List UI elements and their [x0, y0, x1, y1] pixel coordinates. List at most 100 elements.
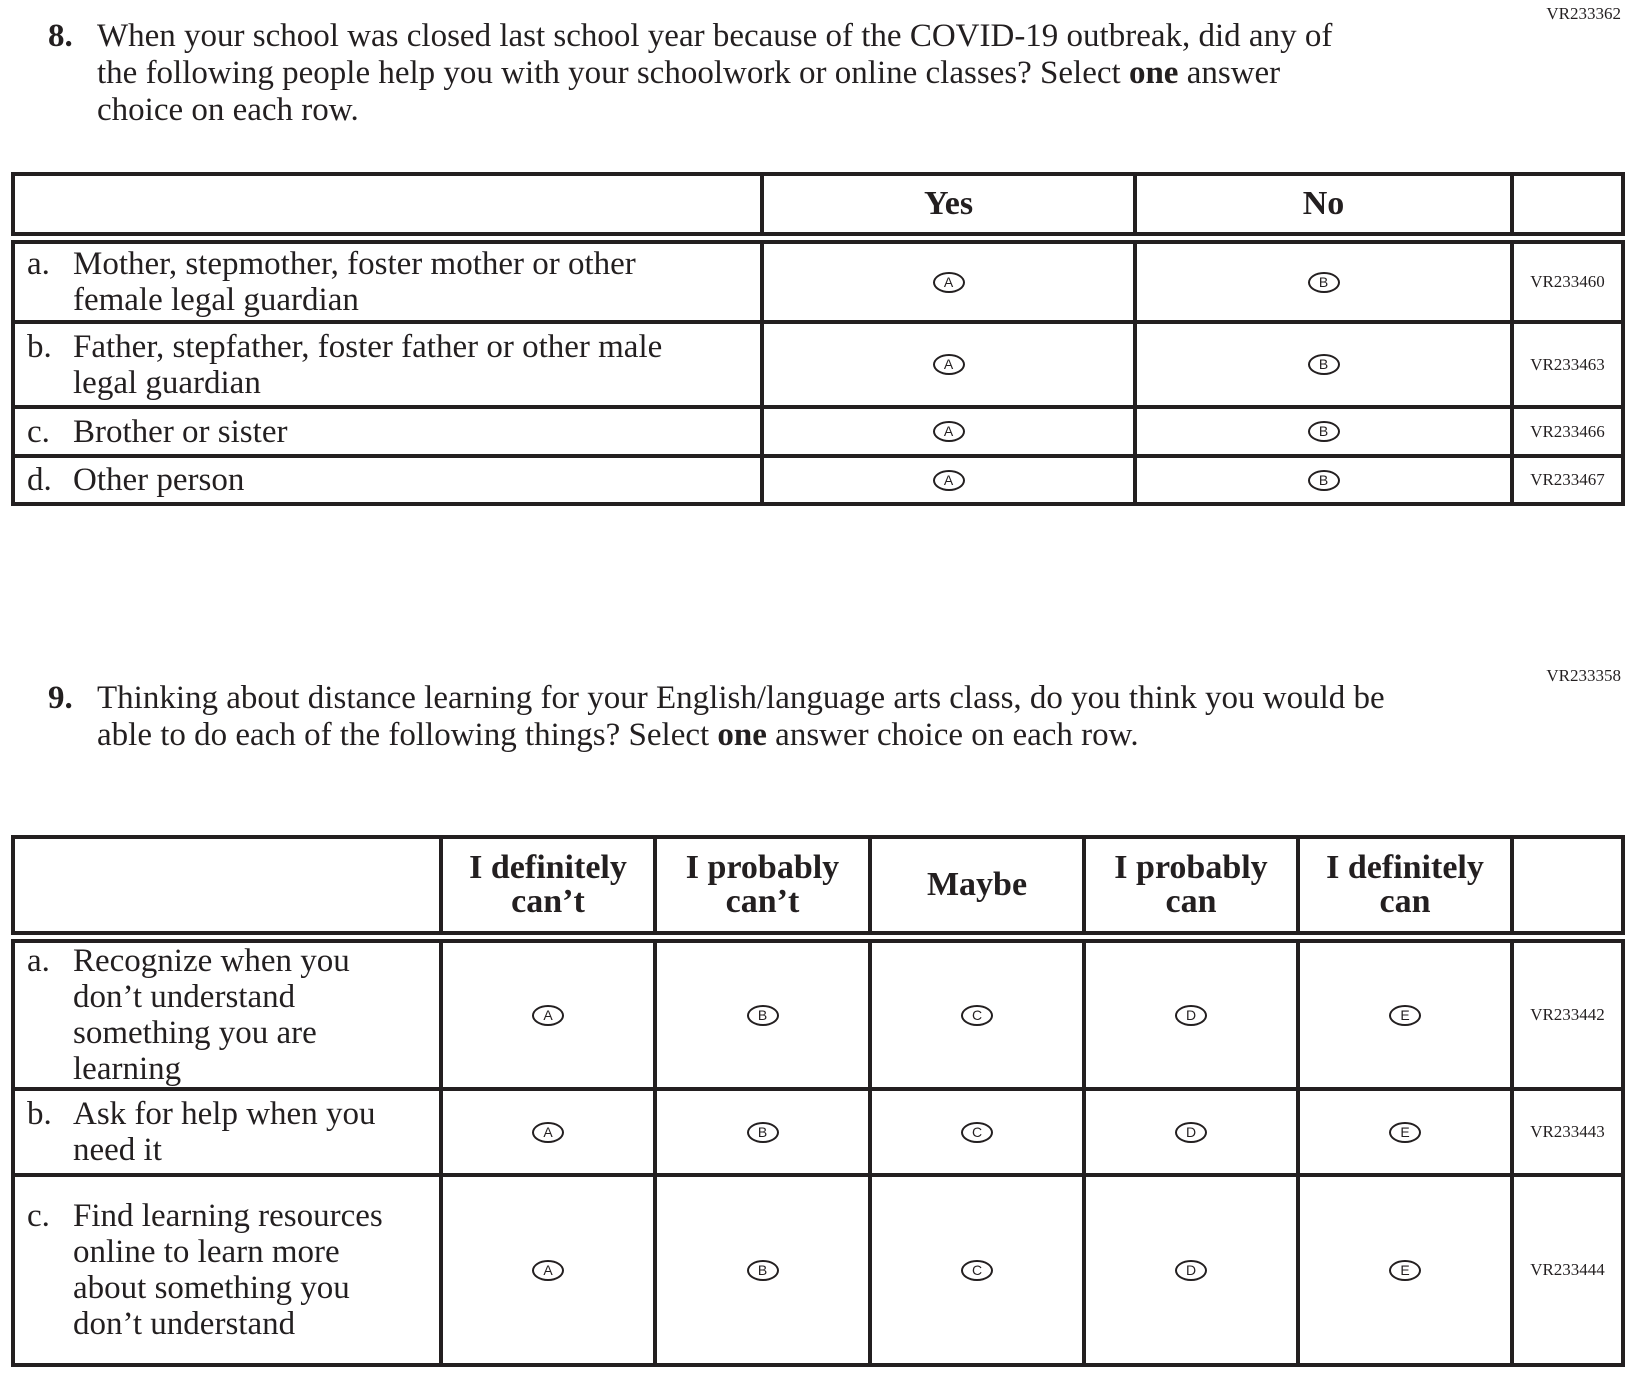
answer-bubble-e[interactable]: E	[1389, 1259, 1421, 1281]
question-9: 9. Thinking about distance learning for …	[48, 680, 1418, 754]
row-text: Father, stepfather, foster father or oth…	[73, 328, 663, 401]
answer-cell: E	[1296, 1087, 1514, 1177]
answer-bubble-b[interactable]: B	[746, 1121, 779, 1143]
column-header: Yes	[760, 172, 1137, 244]
row-code: VR233466	[1510, 405, 1625, 458]
answer-bubble-e[interactable]: E	[1389, 1004, 1421, 1026]
column-header: I probably can	[1082, 835, 1300, 943]
question-8-table: Yes No a. Mother, stepmother, foster moth…	[11, 172, 1625, 506]
answer-bubble-c[interactable]: C	[961, 1004, 993, 1026]
answer-cell: D	[1082, 1173, 1300, 1367]
answer-cell: B	[1133, 236, 1514, 324]
column-header: I probably can’t	[653, 835, 872, 943]
answer-cell: A	[439, 935, 657, 1091]
row-code: VR233444	[1510, 1173, 1625, 1367]
answer-cell: C	[868, 1173, 1086, 1367]
column-header: Maybe	[868, 835, 1086, 943]
answer-bubble-a[interactable]: A	[932, 469, 965, 491]
row-text: Ask for help when you need it	[73, 1096, 376, 1168]
row-letter: b.	[27, 328, 52, 365]
question-8-code: VR233362	[1546, 4, 1621, 23]
column-header: I definitely can	[1296, 835, 1514, 943]
answer-cell: A	[760, 320, 1137, 409]
question-number: 9.	[48, 680, 73, 716]
row-label: c. Brother or sister	[11, 405, 764, 458]
row-label: b. Father, stepfather, foster father or o…	[11, 320, 764, 409]
header-blank	[11, 172, 764, 244]
row-letter: a.	[27, 246, 50, 282]
answer-bubble-d[interactable]: D	[1175, 1121, 1207, 1143]
answer-cell: D	[1082, 935, 1300, 1091]
header-row: I definitely can’t I probably can’t Mayb…	[11, 835, 1625, 943]
row-text: Other person	[73, 462, 245, 498]
table-row: d. Other person A B VR233467	[11, 454, 1625, 506]
answer-cell: A	[760, 405, 1137, 458]
question-9-table: I definitely can’t I probably can’t Mayb…	[11, 835, 1625, 1367]
answer-bubble-b[interactable]: B	[746, 1259, 779, 1281]
row-text: Recognize when you don’t understand some…	[73, 943, 350, 1087]
row-label: c. Find learning resources online to lear…	[11, 1173, 443, 1367]
column-header: No	[1133, 172, 1514, 244]
answer-bubble-a[interactable]: A	[932, 271, 965, 293]
answer-bubble-b[interactable]: B	[746, 1004, 779, 1026]
row-letter: c.	[27, 413, 50, 450]
row-text: Mother, stepmother, foster mother or oth…	[73, 246, 636, 318]
question-text: Thinking about distance learning for you…	[97, 680, 1418, 754]
row-code: VR233443	[1510, 1087, 1625, 1177]
answer-cell: B	[1133, 454, 1514, 506]
answer-bubble-a[interactable]: A	[532, 1121, 564, 1143]
row-code: VR233463	[1510, 320, 1625, 409]
header-blank	[1510, 835, 1625, 943]
table-row: a. Mother, stepmother, foster mother or o…	[11, 236, 1625, 324]
answer-bubble-a[interactable]: A	[932, 354, 965, 375]
answer-cell: C	[868, 1087, 1086, 1177]
row-code: VR233460	[1510, 236, 1625, 324]
answer-bubble-a[interactable]: A	[532, 1259, 564, 1281]
header-row: Yes No	[11, 172, 1625, 244]
answer-bubble-e[interactable]: E	[1389, 1121, 1421, 1143]
answer-cell: B	[1133, 320, 1514, 409]
row-code: VR233442	[1510, 935, 1625, 1091]
question-text-bold: one	[717, 717, 767, 753]
answer-cell: E	[1296, 935, 1514, 1091]
question-text-part: answer choice on each row.	[766, 717, 1139, 753]
answer-cell: D	[1082, 1087, 1300, 1177]
table-row: b. Father, stepfather, foster father or o…	[11, 320, 1625, 409]
answer-cell: B	[653, 935, 872, 1091]
answer-cell: B	[1133, 405, 1514, 458]
table-row: b. Ask for help when you need it A B C D E VR23…	[11, 1087, 1625, 1177]
answer-cell: B	[653, 1173, 872, 1367]
row-text: Brother or sister	[73, 413, 288, 450]
row-label: b. Ask for help when you need it	[11, 1087, 443, 1177]
header-blank	[1510, 172, 1625, 244]
row-letter: d.	[27, 462, 52, 498]
answer-bubble-b[interactable]: B	[1307, 271, 1340, 293]
answer-cell: A	[760, 236, 1137, 324]
answer-cell: A	[439, 1173, 657, 1367]
table-row: a. Recognize when you don’t understand so…	[11, 935, 1625, 1091]
header-blank	[11, 835, 443, 943]
answer-cell: E	[1296, 1173, 1514, 1367]
answer-bubble-d[interactable]: D	[1175, 1259, 1207, 1281]
answer-bubble-c[interactable]: C	[961, 1121, 993, 1143]
question-number: 8.	[48, 18, 73, 54]
answer-bubble-c[interactable]: C	[961, 1259, 993, 1281]
question-text-bold: one	[1128, 55, 1179, 91]
answer-bubble-a[interactable]: A	[932, 421, 965, 442]
question-text-part: Thinking about distance learning for you…	[97, 680, 1385, 753]
answer-bubble-b[interactable]: B	[1307, 469, 1340, 491]
row-label: a. Recognize when you don’t understand so…	[11, 935, 443, 1091]
answer-cell: B	[653, 1087, 872, 1177]
answer-bubble-a[interactable]: A	[532, 1004, 564, 1026]
question-text-part: answer choice on each row.	[97, 55, 1281, 128]
answer-bubble-d[interactable]: D	[1175, 1004, 1207, 1026]
question-text-part: When your school was closed last school …	[97, 18, 1333, 91]
answer-bubble-b[interactable]: B	[1307, 421, 1340, 442]
row-label: a. Mother, stepmother, foster mother or o…	[11, 236, 764, 324]
row-letter: c.	[27, 1198, 50, 1234]
row-letter: a.	[27, 943, 50, 979]
row-code: VR233467	[1510, 454, 1625, 506]
row-letter: b.	[27, 1096, 52, 1132]
answer-bubble-b[interactable]: B	[1307, 354, 1340, 375]
answer-cell: A	[439, 1087, 657, 1177]
